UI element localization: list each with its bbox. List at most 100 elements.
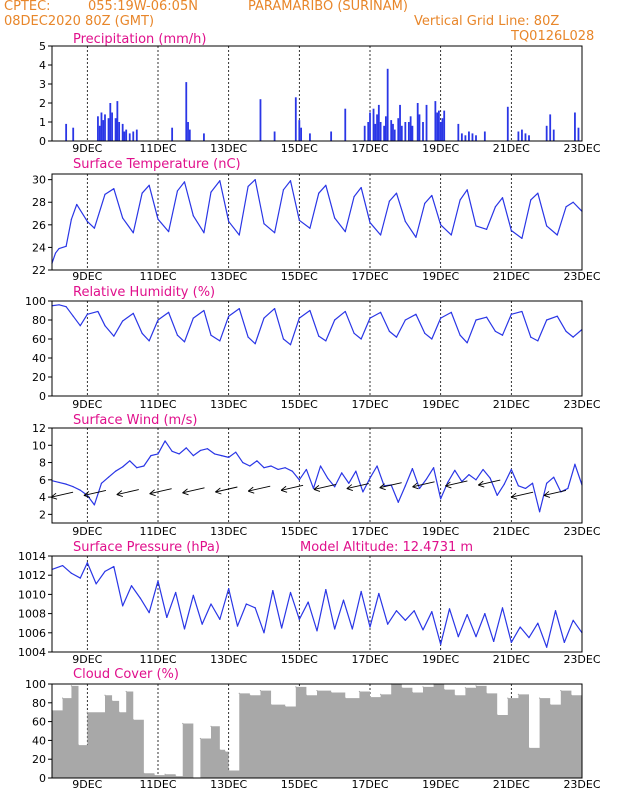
humidity-point-46 xyxy=(450,311,452,313)
wind-point-24 xyxy=(221,455,223,457)
humidity-ytick-label-2: 40 xyxy=(32,352,46,365)
pressure-xtick-label-2: 13DEC xyxy=(210,653,247,666)
wind-xtick-label-7: 23DEC xyxy=(563,525,600,538)
cloud-point-44 xyxy=(496,714,498,716)
wind-point-54 xyxy=(433,467,435,469)
wind-arrow-14 xyxy=(511,491,534,498)
precip-bar-45 xyxy=(393,129,396,141)
pressure-ytick-label-3: 1010 xyxy=(18,588,46,601)
wind-arrowhead-13 xyxy=(477,480,485,488)
humidity-point-21 xyxy=(228,315,230,317)
temp-point-39 xyxy=(380,234,382,236)
wind-point-52 xyxy=(418,487,421,490)
wind-ytick-label-2: 6 xyxy=(39,474,46,487)
pressure-point-45 xyxy=(448,608,451,610)
humidity-point-44 xyxy=(431,338,433,340)
temp-frame xyxy=(51,173,583,271)
temp-point-36 xyxy=(353,195,355,198)
precip-xtick-label-7: 23DEC xyxy=(563,142,600,155)
wind-point-10 xyxy=(122,466,124,468)
wind-xtick-label-4: 17DEC xyxy=(351,525,388,538)
humidity-point-58 xyxy=(556,315,558,317)
pressure-point-32 xyxy=(334,628,336,630)
wind-arrow-9 xyxy=(346,483,369,489)
cloud-point-25 xyxy=(284,705,286,708)
wind-arrowhead-12 xyxy=(445,481,452,489)
humidity-point-22 xyxy=(238,308,240,310)
wind-arrow-1 xyxy=(83,490,107,496)
pressure-xtick-label-1: 11DEC xyxy=(139,653,176,666)
wind-point-70 xyxy=(546,482,548,484)
precip-bar-73 xyxy=(524,133,527,141)
precip-bar-43 xyxy=(390,120,393,141)
cloud-point-50 xyxy=(560,689,562,692)
humidity-point-27 xyxy=(282,338,285,340)
temp-point-19 xyxy=(203,232,205,234)
wind-arrow-0 xyxy=(50,491,74,498)
precip-bar-60 xyxy=(439,122,442,141)
wind-point-17 xyxy=(171,450,173,452)
wind-point-28 xyxy=(249,465,251,467)
temp-point-52 xyxy=(494,206,497,208)
pressure-point-10 xyxy=(139,597,141,599)
cloud-point-37 xyxy=(422,686,424,688)
wind-point-40 xyxy=(334,486,336,488)
wind-arrowhead-6 xyxy=(247,486,255,494)
pressure-point-22 xyxy=(245,603,247,605)
temp-point-3 xyxy=(65,245,67,247)
humidity-point-39 xyxy=(388,330,391,332)
humidity-point-52 xyxy=(501,334,504,336)
wind-arrow-7 xyxy=(280,484,304,491)
precip-bar-49 xyxy=(404,122,407,141)
humidity-point-31 xyxy=(318,335,320,337)
cloud-point-40 xyxy=(454,694,456,696)
cloud-point-23 xyxy=(259,689,262,692)
humidity-point-1 xyxy=(58,304,60,306)
pressure-point-58 xyxy=(563,641,565,644)
precip-bar-46 xyxy=(397,118,400,141)
wind-arrow-15 xyxy=(543,490,567,496)
wind-point-67 xyxy=(524,487,527,490)
pressure-point-26 xyxy=(281,627,283,629)
wind-point-66 xyxy=(517,485,520,487)
temp-point-38 xyxy=(369,221,371,224)
wind-point-59 xyxy=(468,474,470,476)
pressure-point-35 xyxy=(360,590,362,593)
precip-xtick-label-1: 11DEC xyxy=(139,142,176,155)
precip-bar-56 xyxy=(425,104,428,141)
humidity-point-47 xyxy=(459,334,461,336)
precip-bar-34 xyxy=(369,112,371,141)
cloud-point-7 xyxy=(118,711,120,713)
humidity-title: Relative Humidity (%) xyxy=(73,285,215,300)
precip-bar-59 xyxy=(438,110,440,141)
temp-ytick-label-0: 22 xyxy=(32,264,46,277)
precip-bar-70 xyxy=(506,106,509,141)
header-coords: 055:19W-06:05N xyxy=(88,0,198,14)
cloud-point-29 xyxy=(330,691,332,694)
temp-point-49 xyxy=(466,189,468,191)
temp-point-24 xyxy=(247,185,249,188)
precip-xtick-label-5: 19DEC xyxy=(422,142,459,155)
wind-ytick-label-4: 10 xyxy=(32,439,46,452)
humidity-point-33 xyxy=(334,319,336,321)
temp-point-60 xyxy=(565,206,567,208)
cloud-ytick-label-3: 60 xyxy=(32,716,46,729)
cloud-point-2 xyxy=(70,685,73,687)
pressure-point-57 xyxy=(554,610,557,612)
humidity-line xyxy=(51,304,583,346)
pressure-frame xyxy=(51,555,583,653)
humidity-point-18 xyxy=(203,309,205,312)
wind-point-73 xyxy=(567,487,569,490)
wind-line xyxy=(51,440,583,513)
pressure-point-37 xyxy=(378,592,380,595)
precip-xtick-label-3: 15DEC xyxy=(281,142,318,155)
precip-bar-44 xyxy=(392,123,394,141)
pressure-point-53 xyxy=(519,626,521,628)
humidity-xtick-label-6: 21DEC xyxy=(493,398,530,411)
cloud-point-49 xyxy=(549,704,551,706)
temp-point-23 xyxy=(238,234,240,236)
wind-point-26 xyxy=(235,451,237,453)
pressure-point-12 xyxy=(157,580,159,582)
wind-point-34 xyxy=(291,470,293,472)
cloud-xtick-label-1: 11DEC xyxy=(139,778,176,791)
